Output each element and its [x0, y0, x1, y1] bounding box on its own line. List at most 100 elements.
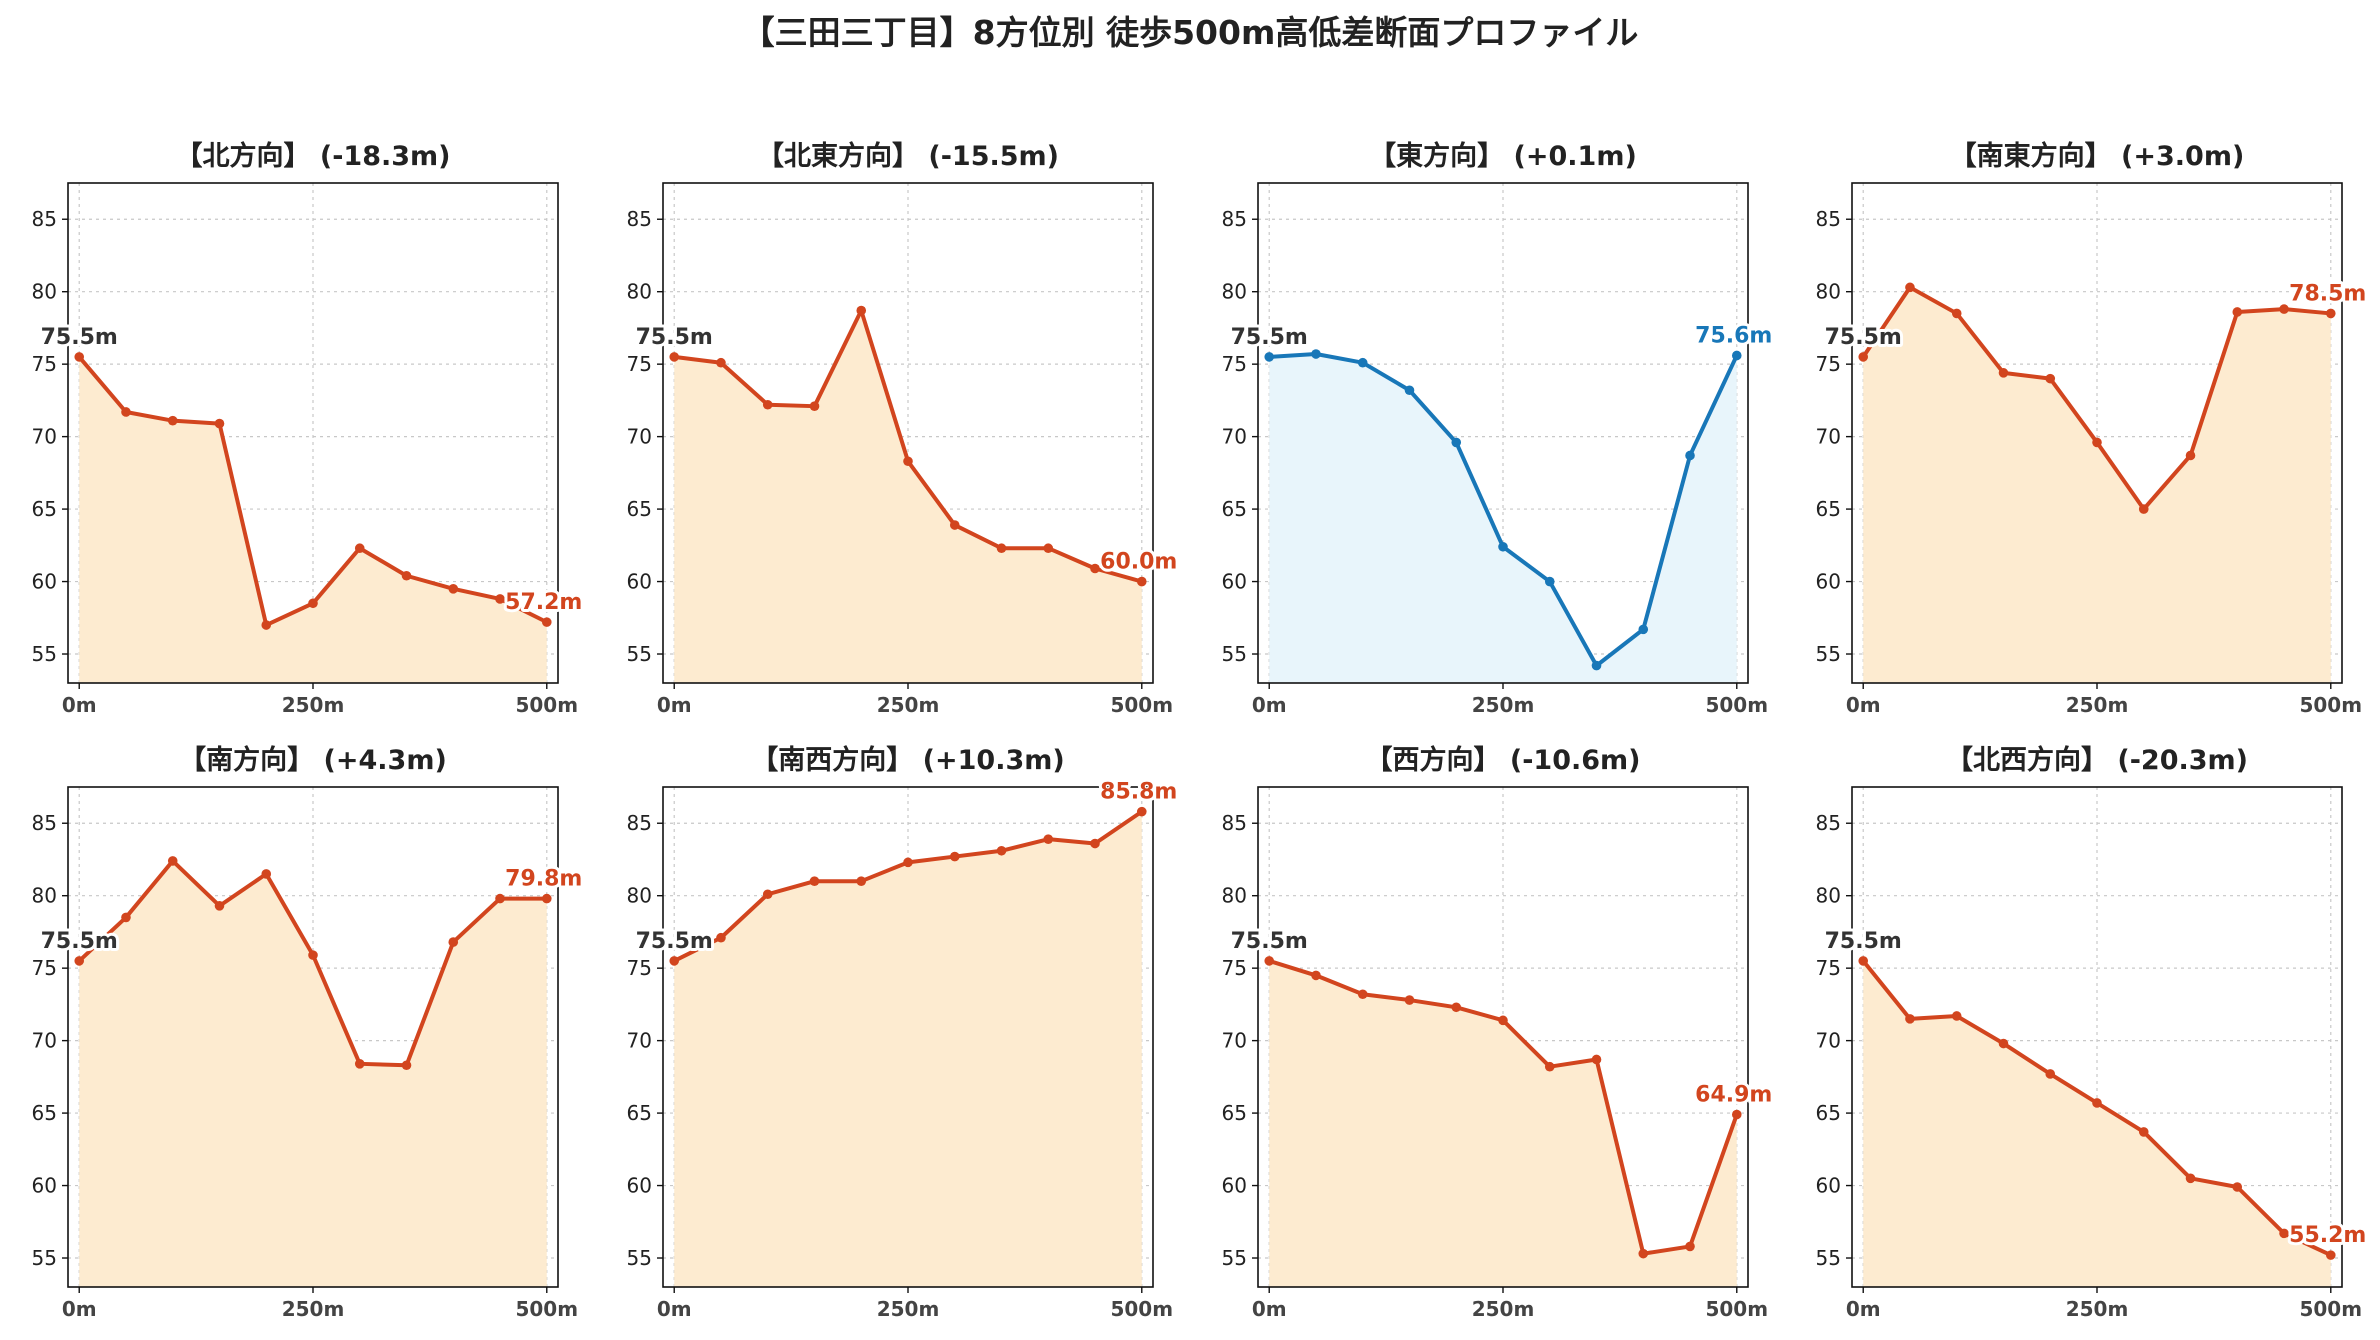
data-point: [2325, 1250, 2336, 1260]
data-point: [261, 869, 272, 879]
y-tick-label: 60: [627, 570, 652, 594]
data-point: [996, 845, 1007, 856]
y-tick-label: 85: [627, 811, 652, 835]
data-point: [716, 357, 726, 368]
y-tick-label: 75: [32, 956, 57, 980]
data-point: [716, 932, 726, 943]
data-point: [1090, 563, 1100, 574]
data-point: [2325, 308, 2336, 319]
data-point: [1357, 989, 1368, 1000]
x-tick-label: 0m: [62, 1297, 97, 1321]
profile-area: [79, 860, 547, 1287]
data-point: [1404, 995, 1415, 1005]
data-point: [121, 407, 131, 417]
end-elevation-label: 79.8m: [505, 867, 582, 892]
y-tick-label: 55: [1816, 642, 1841, 666]
data-point: [2185, 1173, 2196, 1184]
y-tick-label: 60: [1222, 1174, 1247, 1198]
y-tick-label: 80: [627, 280, 652, 304]
y-tick-label: 80: [32, 280, 57, 304]
data-point: [354, 543, 365, 554]
y-tick-label: 85: [1816, 811, 1841, 835]
x-tick-label: 250m: [2066, 1297, 2129, 1321]
data-point: [1357, 357, 1368, 368]
end-elevation-label: 64.9m: [1695, 1083, 1772, 1108]
panel-title: 【南方向】 (+4.3m): [179, 744, 447, 776]
data-point: [541, 617, 552, 627]
start-elevation-label: 75.5m: [1825, 325, 1902, 350]
data-point: [448, 583, 459, 594]
y-tick-label: 85: [627, 207, 652, 231]
data-point: [903, 456, 913, 467]
data-point: [1404, 385, 1415, 396]
y-tick-label: 70: [627, 1029, 652, 1053]
data-point: [167, 856, 178, 866]
data-point: [2045, 373, 2056, 384]
x-tick-label: 500m: [2299, 1297, 2362, 1321]
x-tick-label: 500m: [1705, 693, 1768, 717]
data-point: [1858, 352, 1869, 362]
y-tick-label: 70: [1816, 1029, 1841, 1053]
data-point: [354, 1059, 365, 1069]
y-tick-label: 65: [1222, 1101, 1247, 1125]
data-point: [949, 851, 960, 862]
data-point: [1136, 806, 1147, 817]
x-tick-label: 250m: [877, 1297, 940, 1321]
end-elevation-label: 55.2m: [2289, 1223, 2366, 1248]
x-tick-label: 0m: [1846, 1297, 1881, 1321]
data-point: [214, 901, 225, 911]
data-point: [2045, 1069, 2056, 1079]
y-tick-label: 70: [32, 425, 57, 449]
start-elevation-label: 75.5m: [41, 929, 118, 954]
start-elevation-label: 75.5m: [1231, 929, 1308, 954]
data-point: [1951, 308, 1962, 319]
figure-title: 【三田三丁目】8方位別 徒歩500m高低差断面プロファイル: [742, 13, 1639, 52]
start-elevation-label: 75.5m: [636, 929, 713, 954]
y-tick-label: 70: [1222, 1029, 1247, 1053]
data-point: [74, 352, 85, 362]
data-point: [1905, 282, 1915, 293]
x-tick-label: 0m: [1846, 693, 1881, 717]
data-point: [2138, 504, 2149, 514]
data-point: [1544, 576, 1555, 587]
end-elevation-label: 78.5m: [2289, 281, 2366, 306]
data-point: [401, 570, 412, 581]
x-tick-label: 250m: [1472, 1297, 1535, 1321]
x-tick-label: 0m: [62, 693, 97, 717]
x-tick-label: 250m: [282, 1297, 345, 1321]
start-elevation-label: 75.5m: [1825, 929, 1902, 954]
end-elevation-label: 60.0m: [1100, 550, 1177, 575]
profile-panel-2: 【北東方向】 (-15.5m) 55 60 65 70 75 80 85 0m 250m 500m 7…: [627, 140, 1181, 717]
profile-area: [674, 811, 1142, 1287]
profile-panel-3: 【東方向】 (+0.1m) 55 60 65 70 75 80 85 0m 250m 500m 75.…: [1222, 140, 1776, 717]
profile-area: [1863, 960, 2331, 1287]
data-point: [2279, 1228, 2289, 1239]
data-point: [1451, 437, 1462, 448]
data-point: [214, 418, 225, 429]
y-tick-label: 60: [32, 570, 57, 594]
data-point: [448, 937, 459, 947]
data-point: [2185, 450, 2196, 461]
profile-panel-6: 【南西方向】 (+10.3m) 55 60 65 70 75 80 85 0m 250m 500m 7…: [627, 744, 1181, 1321]
data-point: [1451, 1002, 1462, 1013]
data-point: [541, 893, 552, 904]
data-point: [669, 956, 680, 966]
x-tick-label: 0m: [657, 1297, 692, 1321]
data-point: [762, 889, 773, 900]
data-point: [74, 956, 85, 966]
data-point: [1498, 1015, 1508, 1026]
y-tick-label: 65: [627, 1101, 652, 1125]
y-tick-label: 85: [1222, 811, 1247, 835]
start-elevation-label: 75.5m: [1231, 325, 1308, 350]
data-point: [261, 620, 272, 630]
y-tick-label: 80: [1222, 280, 1247, 304]
y-tick-label: 75: [1222, 956, 1247, 980]
data-point: [1311, 970, 1321, 981]
x-tick-label: 250m: [282, 693, 345, 717]
y-tick-label: 55: [1222, 642, 1247, 666]
panel-title: 【南東方向】 (+3.0m): [1950, 140, 2245, 172]
data-point: [1311, 349, 1321, 359]
y-tick-label: 75: [1222, 352, 1247, 376]
x-tick-label: 250m: [877, 693, 940, 717]
